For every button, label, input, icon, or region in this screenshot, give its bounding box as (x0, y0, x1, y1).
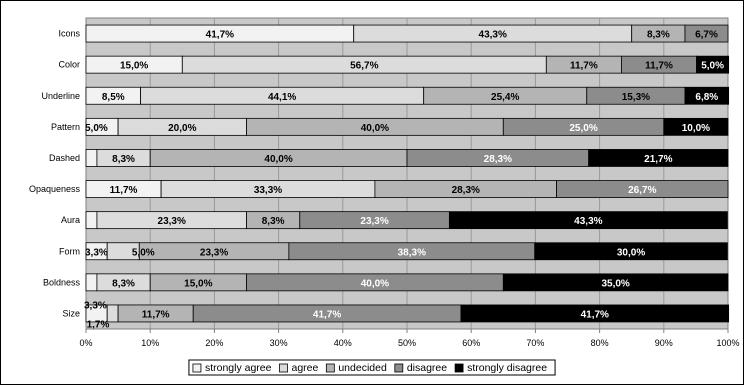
bar-segment-size-strongly-disagree (460, 304, 730, 323)
legend-label-strongly-disagree: strongly disagree (467, 362, 547, 374)
legend-label-disagree: disagree (407, 362, 447, 374)
data-label-color-agree: 56,7% (350, 61, 378, 72)
data-label-form-agree: 5,0% (132, 247, 155, 258)
data-label-color-strongly-disagree: 5,0% (701, 61, 724, 72)
legend-swatch-strongly-disagree (454, 363, 464, 373)
bar-segment-aura-strongly-agree (85, 211, 98, 230)
data-label-pattern-agree: 20,0% (168, 123, 196, 134)
data-label-underline-disagree: 15,3% (622, 92, 650, 103)
category-label-size: Size (62, 308, 80, 318)
data-label-boldness-strongly-disagree: 35,0% (601, 278, 629, 289)
legend-swatch-strongly-agree (192, 363, 202, 373)
category-label-icons: Icons (58, 29, 80, 39)
x-tick-label: 90% (655, 338, 673, 348)
x-tick-label: 30% (270, 338, 288, 348)
data-label-dashed-strongly-disagree: 21,7% (644, 154, 672, 165)
x-tick-label: 40% (334, 338, 352, 348)
x-tick-label: 20% (205, 338, 223, 348)
data-label-form-strongly-agree: 3,3% (85, 247, 108, 258)
data-label-aura-disagree: 23,3% (360, 216, 388, 227)
data-label-pattern-strongly-agree: 5,0% (85, 123, 108, 134)
x-tick-label: 80% (591, 338, 609, 348)
data-label-icons-strongly-agree: 41,7% (206, 30, 234, 41)
x-tick-label: 100% (716, 338, 739, 348)
data-label-boldness-disagree: 40,0% (361, 278, 389, 289)
category-label-color: Color (58, 60, 80, 70)
category-label-underline: Underline (41, 91, 80, 101)
bar-segment-aura-strongly-disagree (448, 211, 728, 230)
bar-segment-opaqueness-disagree (556, 180, 729, 198)
data-label-size-undecided: 11,7% (142, 309, 170, 320)
data-label-pattern-undecided: 40,0% (361, 123, 389, 134)
x-axis: 0% 10% 20% 30% 40% 50% 60% 70% 80% 90% 100% (79, 328, 740, 348)
data-label-underline-strongly-agree: 8,5% (102, 92, 125, 103)
legend: strongly agree agree undecided disagree stro… (188, 359, 556, 376)
category-label-form: Form (59, 246, 80, 256)
data-label-size-disagree: 41,7% (313, 309, 341, 320)
legend-swatch-disagree (394, 363, 404, 373)
bar-segment-boldness-strongly-agree (85, 273, 98, 292)
legend-label-undecided: undecided (338, 362, 387, 374)
x-tick-label: 0% (79, 338, 92, 348)
data-label-dashed-agree: 8,3% (112, 154, 135, 165)
legend-swatch-undecided (325, 363, 335, 373)
category-label-aura: Aura (61, 215, 80, 225)
data-label-color-undecided: 11,7% (570, 61, 598, 72)
category-labels: Icons Color Underline Pattern Dashed Opaquene… (29, 29, 81, 319)
x-tick-label: 50% (398, 338, 416, 348)
data-label-opaqueness-agree: 33,3% (254, 185, 282, 196)
bar-segment-color-strongly-disagree (696, 55, 730, 74)
data-label-opaqueness-undecided: 28,3% (452, 185, 480, 196)
data-label-size-agree: 1,7% (87, 319, 110, 330)
data-label-underline-agree: 44,1% (268, 92, 296, 103)
bars (85, 24, 730, 323)
bar-segment-dashed-strongly-agree (85, 149, 98, 167)
data-label-form-strongly-disagree: 30,0% (617, 247, 645, 258)
data-label-form-disagree: 38,3% (398, 247, 426, 258)
data-label-color-strongly-agree: 15,0% (120, 61, 148, 72)
bar-segment-dashed-strongly-disagree (588, 149, 729, 167)
data-label-boldness-undecided: 15,0% (184, 278, 212, 289)
category-label-opaqueness: Opaqueness (29, 184, 81, 194)
x-tick-label: 70% (526, 338, 544, 348)
data-label-form-undecided: 23,3% (200, 247, 228, 258)
data-label-opaqueness-strongly-agree: 11,7% (110, 185, 138, 196)
legend-swatch-agree (279, 363, 288, 373)
bar-segment-boldness-strongly-disagree (502, 273, 729, 292)
x-tick-label: 60% (462, 338, 480, 348)
data-label-pattern-strongly-disagree: 10,0% (682, 123, 710, 134)
legend-label-agree: agree (291, 362, 318, 374)
data-label-aura-undecided: 8,3% (262, 216, 285, 227)
data-label-size-strongly-agree: 3,3% (84, 300, 107, 311)
x-tick-label: 10% (141, 338, 159, 348)
data-label-dashed-disagree: 28,3% (484, 154, 512, 165)
data-label-underline-strongly-disagree: 6,8% (695, 92, 718, 103)
data-label-aura-strongly-disagree: 43,3% (574, 216, 602, 227)
data-label-icons-disagree: 6,7% (695, 30, 718, 41)
segment-labels: 41,7% 43,3% 8,3% 6,7% 15,0% 56,7% 11,7% 11,7% 5,… (84, 30, 724, 331)
data-label-dashed-undecided: 40,0% (264, 154, 292, 165)
category-label-dashed: Dashed (49, 153, 80, 163)
data-label-underline-undecided: 25,4% (491, 92, 519, 103)
data-label-opaqueness-disagree: 26,7% (628, 185, 656, 196)
bar-segment-icons-disagree (684, 24, 729, 43)
data-label-size-strongly-disagree: 41,7% (581, 309, 609, 320)
bar-segment-pattern-strongly-disagree (663, 117, 729, 136)
bar-segment-underline-strongly-disagree (684, 86, 730, 105)
data-label-boldness-agree: 8,3% (112, 278, 135, 289)
category-label-pattern: Pattern (51, 122, 80, 132)
bar-segment-form-strongly-disagree (534, 242, 728, 261)
data-label-icons-agree: 43,3% (479, 30, 507, 41)
data-label-pattern-disagree: 25,0% (569, 123, 597, 134)
data-label-icons-undecided: 8,3% (647, 30, 670, 41)
legend-label-strongly-agree: strongly agree (205, 362, 272, 374)
data-label-aura-agree: 23,3% (158, 216, 186, 227)
data-label-color-disagree: 11,7% (645, 61, 673, 72)
category-label-boldness: Boldness (43, 277, 81, 287)
